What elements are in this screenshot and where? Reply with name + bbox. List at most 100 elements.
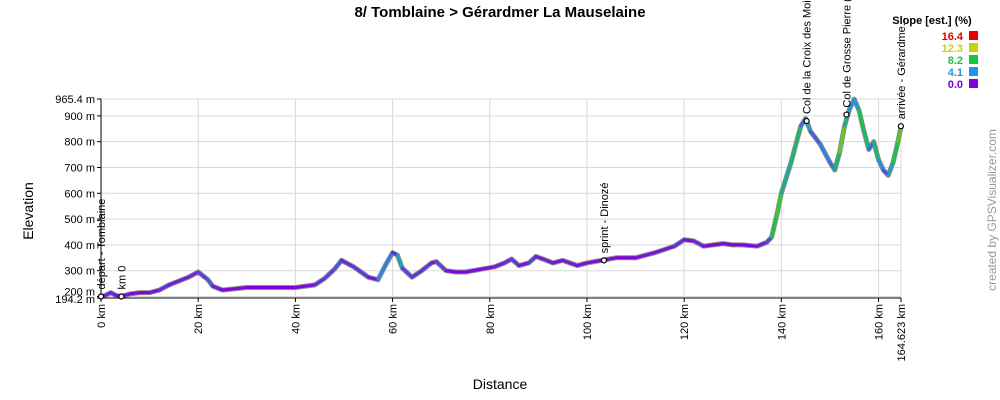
elevation-profile: [98, 96, 904, 300]
y-axis-label: Elevation: [20, 182, 36, 240]
profile-segment: [220, 285, 249, 292]
profile-segment: [376, 264, 387, 282]
profile-segment: [410, 269, 424, 279]
x-tick-labels: 0 km 20 km 40 km 60 km 80 km 100 km 120 km 140 …: [96, 298, 908, 361]
x-tick-label-6: 120 km: [679, 304, 691, 340]
profile-segment: [843, 107, 851, 128]
x-tick-label-7: 140 km: [776, 304, 788, 340]
profile-segment: [755, 240, 769, 248]
profile-segment: [575, 261, 589, 268]
profile-segment: [789, 124, 803, 164]
profile-segment: [517, 261, 531, 268]
waypoint-marker-0: [97, 293, 105, 300]
waypoint-label-1: km 0: [116, 266, 128, 290]
x-tick-label-4: 80 km: [485, 304, 497, 334]
profile-segment: [313, 276, 327, 287]
y-tick-label-6: 700 m: [64, 162, 95, 174]
y-tick-label-4: 500 m: [64, 214, 95, 226]
y-tick-label-8: 900 m: [64, 111, 95, 123]
profile-segment: [395, 253, 404, 270]
legend-swatch-4: [969, 79, 978, 88]
profile-segment: [340, 258, 356, 269]
x-axis-label: Distance: [473, 376, 528, 392]
waypoint-marker-2: [600, 257, 608, 264]
profile-segment: [634, 251, 657, 260]
profile-segment: [186, 270, 200, 279]
profile-segment: [478, 265, 497, 271]
profile-segment: [167, 279, 181, 287]
chart-title: 8/ Tomblaine > Gérardmer La Mauselaine: [354, 4, 645, 21]
legend-value-2: 8.2: [948, 55, 963, 67]
profile-segment: [672, 238, 686, 248]
x-tick-label-0: 0 km: [96, 304, 108, 328]
profile-segment: [721, 242, 735, 247]
legend-value-1: 12.3: [942, 43, 963, 55]
profile-segment: [177, 275, 190, 283]
profile-segment: [510, 257, 521, 268]
profile-segment: [838, 124, 847, 154]
y-tick-label-7: 800 m: [64, 137, 95, 149]
x-tick-label-5: 100 km: [582, 304, 594, 340]
y-tick-label-9: 965.4 m: [55, 94, 95, 106]
profile-segment: [383, 251, 395, 268]
profile-segment: [128, 291, 142, 296]
legend-value-0: 16.4: [942, 31, 964, 43]
waypoint-marker-1: [118, 293, 125, 300]
profile-segment: [332, 258, 344, 271]
profile-segment: [653, 244, 676, 255]
profile-segment: [196, 270, 210, 282]
profile-segment: [886, 160, 895, 177]
y-tick-label-1: 200 m: [64, 287, 95, 299]
profile-segment: [585, 258, 604, 265]
profile-segment: [493, 261, 506, 269]
axes: [100, 99, 901, 299]
legend-swatch-3: [969, 67, 978, 76]
profile-segment: [682, 238, 696, 243]
profile-segment: [702, 243, 715, 248]
profile-segment: [211, 284, 224, 292]
waypoint-label-0: départ - Tomblaine: [96, 199, 108, 290]
waypoint-label-4: Col de Grosse Pierre (...: [841, 0, 853, 108]
waypoint-marker-3: [803, 117, 810, 125]
profile-segment: [857, 109, 866, 133]
x-tick-label-3: 60 km: [388, 304, 400, 334]
waypoint-label-3: Col de la Croix des Moi...: [802, 0, 814, 114]
profile-segment: [352, 265, 370, 279]
profile-segment: [779, 160, 793, 195]
profile-segment: [862, 129, 871, 151]
x-tick-label-8: 160 km: [874, 304, 886, 340]
profile-segment: [541, 257, 555, 265]
y-tick-label-2: 300 m: [64, 266, 95, 278]
waypoint-label-2: sprint - Dinozé: [599, 182, 611, 253]
credit-watermark: created by GPSVisualizer.com: [985, 129, 999, 291]
profile-segment: [808, 129, 822, 146]
profile-segment: [463, 267, 482, 274]
profile-segment: [551, 258, 565, 265]
legend-swatch-1: [969, 43, 978, 52]
profile-segment: [434, 260, 448, 273]
profile-segment: [852, 97, 861, 113]
legend-swatch-0: [969, 31, 978, 40]
profile-segment: [872, 140, 881, 162]
profile-segment: [740, 243, 759, 248]
y-tick-label-3: 400 m: [64, 240, 95, 252]
profile-segment: [366, 275, 380, 282]
waypoint-markers: départ - Tomblaine km 0 sprint - Dinozé Col…: [96, 0, 908, 300]
waypoint-label-5: arrivée - Gérardme...: [896, 17, 908, 119]
legend-value-4: 0.0: [948, 79, 963, 91]
x-tick-label-1: 20 km: [193, 304, 205, 334]
profile-segment: [877, 158, 885, 172]
profile-segment: [420, 261, 433, 273]
x-tick-label-2: 40 km: [290, 304, 302, 334]
profile-segment: [833, 150, 842, 172]
profile-segment: [323, 267, 336, 280]
legend-title: Slope [est.] (%): [892, 15, 972, 27]
profile-segment: [692, 239, 706, 248]
waypoint-marker-5: [897, 123, 904, 130]
profile-segment: [400, 266, 414, 279]
profile-segment: [774, 191, 783, 219]
profile-segment: [157, 283, 171, 292]
profile-segment: [148, 288, 161, 295]
